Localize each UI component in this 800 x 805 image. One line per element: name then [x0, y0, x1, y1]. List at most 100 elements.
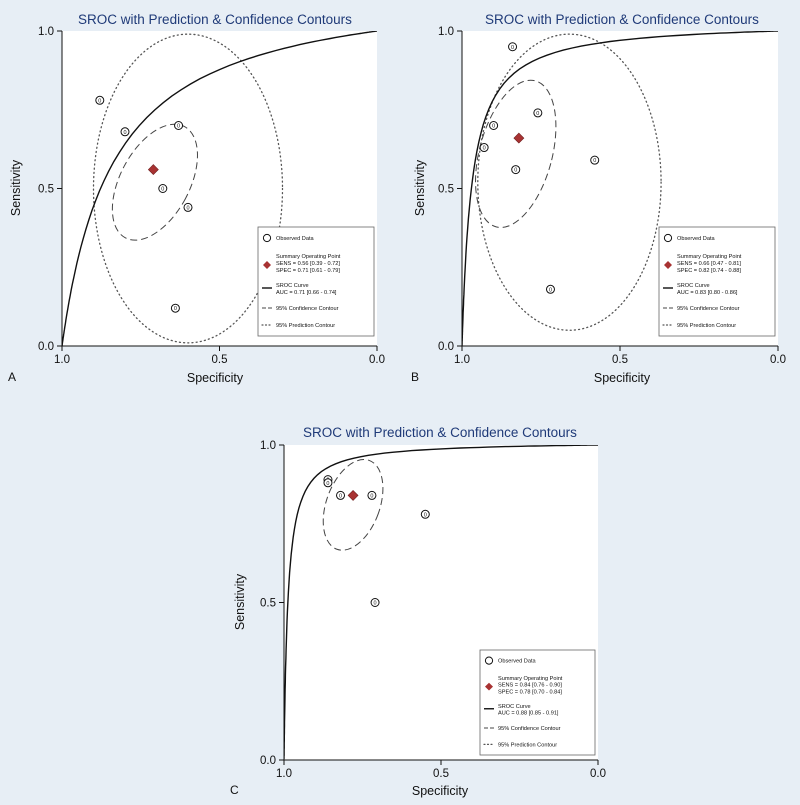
x-tick-label: 0.5: [212, 354, 228, 366]
observed-point-label: 0: [161, 187, 164, 193]
x-tick-label: 0.0: [369, 354, 385, 366]
confidence-contour: [475, 79, 557, 228]
legend-curve-auc: AUC = 0.83 [0.80 - 0.86]: [677, 290, 738, 296]
legend: Observed Data Summary Operating PointSENS…: [257, 226, 375, 337]
observed-point: 0: [367, 490, 377, 500]
observed-point-label: 0: [514, 168, 517, 174]
prediction-contour: [477, 33, 662, 331]
legend-summary-spec: SPEC = 0.78 [0.70 - 0.84]: [498, 689, 562, 695]
observed-point-circle: [533, 108, 543, 118]
summary-operating-point: [347, 489, 359, 501]
sroc-panel-b: SROC with Prediction & Confidence Contou…: [411, 12, 786, 385]
observed-point-circle: [336, 490, 346, 500]
legend-prediction-label: 95% Prediction Contour: [276, 323, 335, 329]
legend-summary-marker: [485, 682, 493, 691]
legend-curve-title: SROC Curve: [677, 283, 710, 289]
x-axis-label: Specificity: [594, 371, 651, 385]
legend-curve-title: SROC Curve: [498, 704, 531, 710]
x-tick-label: 1.0: [454, 354, 470, 366]
x-tick-label: 1.0: [276, 768, 292, 780]
observed-point: 0: [489, 121, 499, 130]
legend-curve-auc: AUC = 0.71 [0.66 - 0.74]: [276, 290, 337, 296]
observed-point-circle: [489, 121, 499, 130]
observed-point-label: 0: [593, 158, 596, 164]
sroc-panel-c: SROC with Prediction & Confidence Contou…: [230, 425, 606, 798]
legend-box: [257, 226, 375, 337]
observed-point-label: 0: [370, 493, 373, 499]
observed-point-circle: [370, 598, 380, 607]
observed-point: 0: [336, 490, 346, 500]
observed-point: 0: [183, 202, 193, 212]
observed-point-label: 0: [186, 205, 189, 211]
y-tick-label: 0.5: [38, 184, 54, 196]
legend-summary-marker: [664, 261, 672, 269]
observed-point-circle: [590, 155, 600, 165]
observed-point-label: 0: [483, 146, 486, 152]
panel-letter: A: [8, 370, 16, 384]
observed-point: 0: [508, 42, 518, 52]
observed-point: 0: [479, 143, 489, 153]
observed-point-circle: [120, 127, 130, 137]
legend-summary-spec: SPEC = 0.71 [0.61 - 0.79]: [276, 268, 340, 274]
sroc-panel-a: SROC with Prediction & Confidence Contou…: [8, 12, 385, 385]
y-tick-label: 0.0: [438, 341, 454, 353]
summary-operating-point: [513, 132, 525, 144]
panel-letter: B: [411, 370, 419, 384]
sroc-curve: [462, 31, 778, 346]
observed-point: 0: [158, 184, 168, 193]
observed-point-label: 0: [374, 601, 377, 607]
axes: 1.0 0.5 0.0 0.0 0.5 1.0: [38, 26, 385, 366]
panel-letter: C: [230, 783, 239, 797]
sroc-curve: [62, 31, 377, 346]
legend-summary-title: Summary Operating Point: [498, 676, 563, 682]
y-tick-label: 0.5: [438, 184, 454, 196]
x-axis-label: Specificity: [187, 371, 244, 385]
legend-curve-title: SROC Curve: [276, 283, 309, 289]
observed-point: 0: [120, 127, 130, 137]
legend-observed-label: Observed Data: [677, 236, 716, 242]
observed-point-circle: [174, 121, 184, 130]
observed-point: 0: [545, 284, 555, 294]
y-axis-label: Sensitivity: [9, 159, 23, 216]
observed-point-circle: [183, 202, 193, 212]
legend-observed-label: Observed Data: [498, 659, 537, 665]
legend-confidence-label: 95% Confidence Contour: [677, 306, 740, 312]
legend-summary-sens: SENS = 0.66 [0.47 - 0.81]: [677, 261, 741, 267]
observed-point-label: 0: [123, 130, 126, 136]
confidence-contour: [322, 459, 384, 551]
observed-point-label: 0: [492, 124, 495, 130]
observed-point-circle: [323, 478, 333, 488]
observed-point-label: 0: [177, 124, 180, 130]
observed-point: 0: [533, 108, 543, 118]
observed-point-circle: [479, 143, 489, 153]
y-tick-label: 0.0: [38, 341, 54, 353]
legend-prediction-label: 95% Prediction Contour: [498, 742, 557, 748]
legend-summary-title: Summary Operating Point: [276, 254, 341, 260]
legend-summary-sens: SENS = 0.56 [0.39 - 0.72]: [276, 261, 340, 267]
legend-confidence-label: 95% Confidence Contour: [276, 306, 339, 312]
observed-point-circle: [95, 95, 105, 105]
legend-confidence-label: 95% Confidence Contour: [498, 726, 561, 732]
legend-curve-auc: AUC = 0.88 [0.85 - 0.91]: [498, 711, 559, 717]
confidence-contour: [111, 123, 198, 241]
legend-observed-marker: [663, 233, 673, 243]
observed-point: 0: [323, 478, 333, 488]
axes: 1.0 0.5 0.0 0.0 0.5 1.0: [260, 440, 606, 780]
observed-point: 0: [170, 303, 180, 313]
y-tick-label: 1.0: [260, 440, 276, 452]
x-tick-label: 0.0: [770, 354, 786, 366]
legend-observed-marker: [484, 656, 494, 665]
observed-point-label: 0: [98, 98, 101, 104]
legend: Observed Data Summary Operating PointSENS…: [479, 649, 596, 756]
legend-box: [479, 649, 596, 756]
observed-point-circle: [367, 490, 377, 500]
observed-point-label: 0: [536, 111, 539, 117]
legend: Observed Data Summary Operating PointSENS…: [658, 226, 776, 337]
observed-point: 0: [370, 598, 380, 607]
chart-title: SROC with Prediction & Confidence Contou…: [485, 12, 759, 27]
observed-point: 0: [420, 509, 430, 519]
prediction-contour: [92, 33, 284, 344]
chart-title: SROC with Prediction & Confidence Contou…: [303, 425, 577, 440]
